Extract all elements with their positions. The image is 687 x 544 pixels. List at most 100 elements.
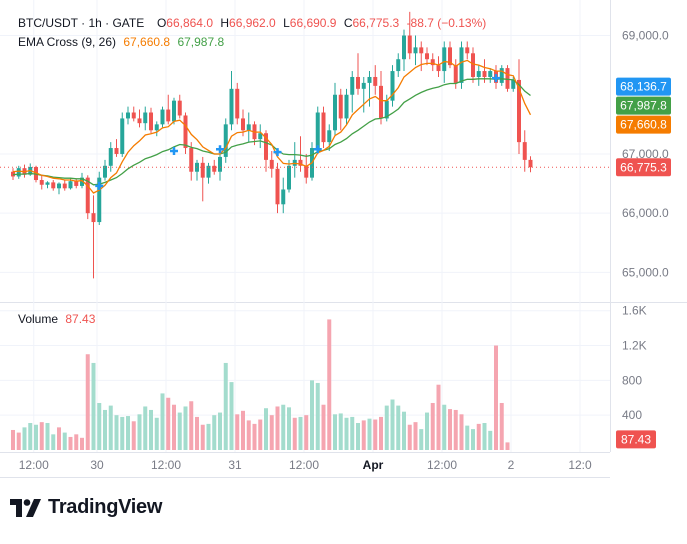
volume-bar: [373, 419, 378, 450]
candle-body: [430, 59, 435, 66]
candle-body: [57, 183, 61, 189]
candle-body: [338, 94, 343, 119]
volume-bar: [287, 407, 291, 450]
candle-body: [258, 133, 263, 140]
volume-bar: [160, 393, 165, 450]
candle-body: [62, 183, 67, 189]
volume-bar: [80, 437, 84, 450]
candle-body: [80, 177, 84, 186]
candle-body: [476, 71, 481, 77]
volume-bar: [206, 423, 211, 450]
axes: 65,000.0 66,000.0 67,000.0 69,000.0 400 800 1.…: [19, 29, 669, 472]
price-tick-label: 65,000.0: [622, 265, 669, 279]
volume-bar: [488, 430, 493, 450]
candle-body: [419, 47, 424, 54]
volume-bar: [108, 405, 113, 450]
volume-bar: [298, 416, 303, 450]
candle-body: [298, 159, 303, 166]
candle-body: [16, 168, 21, 177]
ema-legend[interactable]: EMA Cross (9, 26) 67,660.8 67,987.8: [18, 35, 224, 49]
volume-bar: [384, 405, 389, 450]
time-tick-label: 30: [90, 458, 104, 472]
volume-bar: [327, 319, 332, 450]
volume-value: 87.43: [65, 312, 96, 326]
tradingview-logo[interactable]: TradingView: [10, 496, 162, 519]
time-tick-label: Apr: [363, 458, 384, 472]
candle-body: [223, 124, 228, 157]
candle-body: [453, 65, 458, 83]
candle-body: [304, 165, 309, 178]
volume-bar: [241, 410, 245, 450]
candle-body: [361, 82, 366, 89]
volume-bar: [131, 421, 136, 450]
candle-body: [218, 156, 222, 172]
candle-body: [522, 142, 527, 160]
candle-body: [281, 189, 286, 205]
volume-bar: [269, 415, 274, 450]
candle-body: [45, 182, 50, 185]
close-value: 66,775.3: [352, 16, 400, 30]
candle-body: [120, 118, 125, 154]
candle-body: [436, 65, 441, 72]
ema-cross-markers: [95, 74, 500, 190]
candle-body: [379, 85, 383, 119]
candle-body: [172, 100, 176, 122]
candle-body: [459, 47, 464, 83]
volume-bar: [103, 409, 107, 450]
volume-label-box: [616, 430, 656, 449]
volume-bar: [379, 416, 383, 450]
candle-body: [442, 47, 447, 72]
volume-bar: [137, 414, 142, 450]
grid-lines: [0, 0, 610, 452]
ema-slow-value: 67,987.8: [177, 35, 225, 49]
time-tick-label: 31: [228, 458, 242, 472]
candle-body: [91, 213, 96, 223]
candle-body: [402, 35, 406, 60]
volume-bar: [350, 416, 355, 450]
volume-bar: [74, 434, 79, 450]
price-label-box: [616, 77, 671, 96]
candle-body: [275, 168, 280, 205]
candle-body: [241, 118, 245, 131]
volume-bar: [344, 417, 349, 450]
candle-body: [177, 100, 182, 116]
volume-legend[interactable]: Volume 87.43: [18, 312, 95, 326]
candle-body: [166, 109, 171, 122]
candle-body: [448, 47, 452, 66]
candle-body: [114, 148, 119, 154]
candle-body: [425, 53, 429, 60]
volume-bar: [166, 397, 171, 450]
candle-body: [74, 181, 79, 186]
price-label-box: [616, 96, 671, 115]
candle-body: [269, 159, 274, 169]
ema-cross-marker: [170, 147, 178, 155]
ema-cross-marker: [216, 145, 224, 154]
price-labels: 68,136.7 67,987.8 67,660.8 66,775.3 87.43: [616, 77, 671, 449]
symbol-label[interactable]: BTC/USDT · 1h · GATE: [18, 16, 145, 30]
volume-bar: [223, 362, 228, 450]
candle-body: [51, 182, 56, 189]
volume-bar: [505, 442, 510, 450]
candle-body: [373, 76, 378, 86]
volume-bar: [476, 423, 481, 450]
candle-body: [287, 165, 291, 190]
candle-body: [517, 79, 521, 143]
volume-bar: [200, 424, 205, 450]
candle-body: [344, 94, 349, 119]
volume-bar: [465, 425, 470, 450]
candle-body: [85, 177, 90, 214]
volume-bar: [62, 432, 67, 450]
candle-body: [212, 165, 217, 172]
volume-bar: [45, 423, 50, 450]
candle-body: [528, 159, 533, 168]
volume-tick-label: 1.2K: [622, 339, 647, 353]
candle-body: [471, 53, 475, 77]
time-tick-label: 12:00: [19, 458, 49, 472]
candle-body: [126, 112, 130, 119]
volume-bar: [57, 427, 61, 450]
volume-bar: [218, 412, 222, 450]
ohlc-legend: BTC/USDT · 1h · GATE O66,864.0 H66,962.0…: [18, 16, 486, 30]
candle-body: [390, 71, 395, 101]
